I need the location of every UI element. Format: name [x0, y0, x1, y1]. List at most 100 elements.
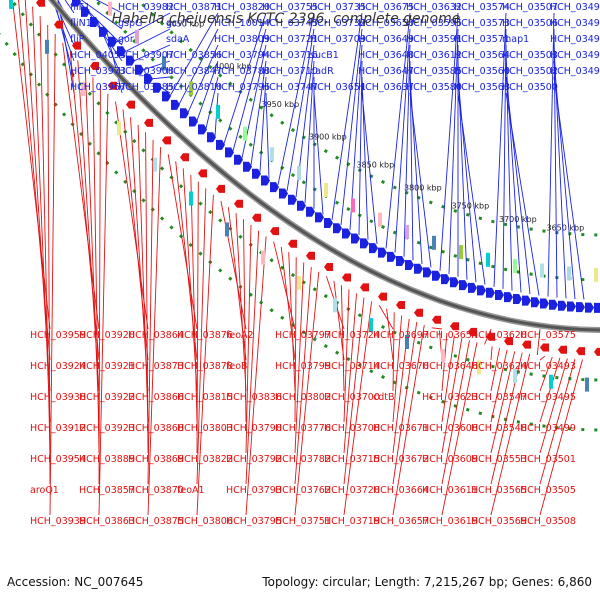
forward-gene-label: HCH_03716	[262, 50, 318, 61]
forward-gene	[171, 99, 180, 110]
gc-feature	[117, 121, 121, 136]
reverse-gene-label: HCH_03870	[128, 485, 184, 496]
gc-feature	[135, 29, 139, 44]
reverse-gene-label: HCH_03822	[177, 454, 233, 465]
reverse-callout	[539, 357, 561, 423]
reverse-callout	[378, 304, 394, 330]
forward-callout	[196, 60, 219, 121]
reverse-callout	[441, 337, 463, 454]
forward-gene	[198, 124, 207, 135]
forward-gene-label: HCH_03982	[118, 2, 174, 13]
reverse-callout	[147, 139, 154, 485]
forward-callout	[250, 60, 267, 166]
reverse-callout	[182, 168, 198, 392]
forward-callout	[286, 28, 315, 192]
forward-gene-label: HCH_03885	[118, 82, 174, 93]
forward-gene-label: HCH_03675	[358, 2, 414, 13]
reverse-callout	[294, 267, 312, 485]
reverse-gene-label: HCH_03782	[275, 454, 331, 465]
reverse-gene-label: feoA1	[177, 485, 205, 496]
reverse-callout	[343, 301, 373, 516]
gc-feature	[513, 259, 517, 273]
forward-gene-label: HCH_03651	[310, 82, 366, 93]
forward-gene-label: HCH_03580	[406, 82, 462, 93]
tick-label: 3750 kbp	[452, 202, 490, 211]
forward-gene	[414, 263, 423, 274]
reverse-gene-label: feoA2	[226, 330, 254, 341]
reverse-gene-label: HCH_03762	[275, 485, 331, 496]
forward-callout	[553, 76, 585, 300]
tick-label: 3700 kbp	[499, 215, 537, 224]
reverse-gene-label: HCH_03863	[79, 516, 135, 527]
reverse-gene	[486, 332, 495, 341]
gc-feature	[297, 165, 301, 180]
gc-feature	[369, 318, 373, 333]
reverse-gene	[270, 227, 279, 236]
reverse-gene-label: HCH_03790	[226, 423, 282, 434]
forward-gene-label: fliN1	[70, 18, 92, 29]
reverse-gene	[144, 118, 153, 127]
forward-gene	[117, 46, 126, 57]
reverse-gene-label: HCH_03875	[128, 516, 184, 527]
reverse-gene-label: HCH_03873	[128, 361, 184, 372]
reverse-gene-label: feoB	[226, 361, 248, 372]
forward-callout	[53, 0, 75, 78]
forward-gene-label: HCH_03500	[502, 82, 558, 93]
forward-gene-label: fliF1	[70, 2, 90, 13]
forward-gene	[450, 277, 459, 288]
forward-gene	[522, 295, 531, 306]
reverse-gene-label: HCH_03719	[324, 516, 380, 527]
forward-callout	[265, 92, 270, 179]
tick-label: 4000 kbp	[214, 62, 252, 71]
gc-feature	[225, 222, 229, 237]
reverse-gene	[180, 153, 189, 162]
forward-gene	[216, 139, 225, 150]
tick-label: 3900 kbp	[309, 133, 347, 142]
reverse-gene	[450, 322, 459, 331]
reverse-gene-label: HCH_03878	[177, 361, 233, 372]
forward-gene	[225, 147, 234, 158]
forward-gene-label: HCH_03871	[166, 2, 222, 13]
reverse-gene-label: HCH_03795	[226, 516, 282, 527]
reverse-callout	[536, 328, 541, 356]
reverse-gene-label: HCH_03575	[520, 330, 576, 341]
reverse-callout	[47, 24, 51, 485]
gc-feature	[189, 81, 193, 96]
tick-label: 3850 kbp	[357, 161, 395, 170]
gc-feature	[351, 198, 355, 213]
reverse-callout	[147, 147, 162, 516]
reverse-callout	[245, 230, 260, 485]
forward-gene	[324, 218, 333, 228]
reverse-gene-label: HCH_03802	[275, 392, 331, 403]
reverse-gene	[198, 169, 207, 178]
reverse-callout	[122, 109, 149, 361]
forward-gene-label: HCH_03573	[454, 18, 510, 29]
reverse-gene-label: HCH_03954	[30, 454, 86, 465]
forward-callout	[394, 28, 411, 253]
forward-gene	[108, 36, 117, 47]
forward-gene-label: HCH_03796	[214, 82, 270, 93]
reverse-gene-label: HCH_03921	[79, 361, 135, 372]
reverse-gene	[378, 292, 387, 301]
reverse-callout	[490, 346, 493, 361]
gc-feature	[261, 250, 265, 265]
reverse-callout	[145, 132, 149, 454]
forward-callout	[409, 92, 432, 268]
gc-feature	[9, 0, 13, 9]
forward-gene-label: HCH_03747	[262, 82, 318, 93]
forward-callout	[187, 44, 219, 113]
reverse-gene-label: HCH_03876	[177, 330, 233, 341]
forward-gene-label: HCH_03564	[454, 50, 510, 61]
forward-gene-label: HCH_03568	[454, 82, 510, 93]
gc-feature	[81, 81, 85, 96]
forward-gene-label: gcvT	[166, 18, 189, 29]
reverse-callout	[392, 324, 425, 516]
forward-gene-label: HCH_03591	[406, 34, 462, 45]
reverse-gene	[468, 327, 477, 336]
forward-callout	[223, 12, 267, 144]
reverse-gene-label: cdtB	[373, 392, 395, 403]
reverse-callout	[196, 188, 207, 485]
reverse-gene-label: HCH_03803	[177, 423, 233, 434]
reverse-callout	[84, 68, 100, 423]
reverse-gene	[252, 213, 261, 222]
